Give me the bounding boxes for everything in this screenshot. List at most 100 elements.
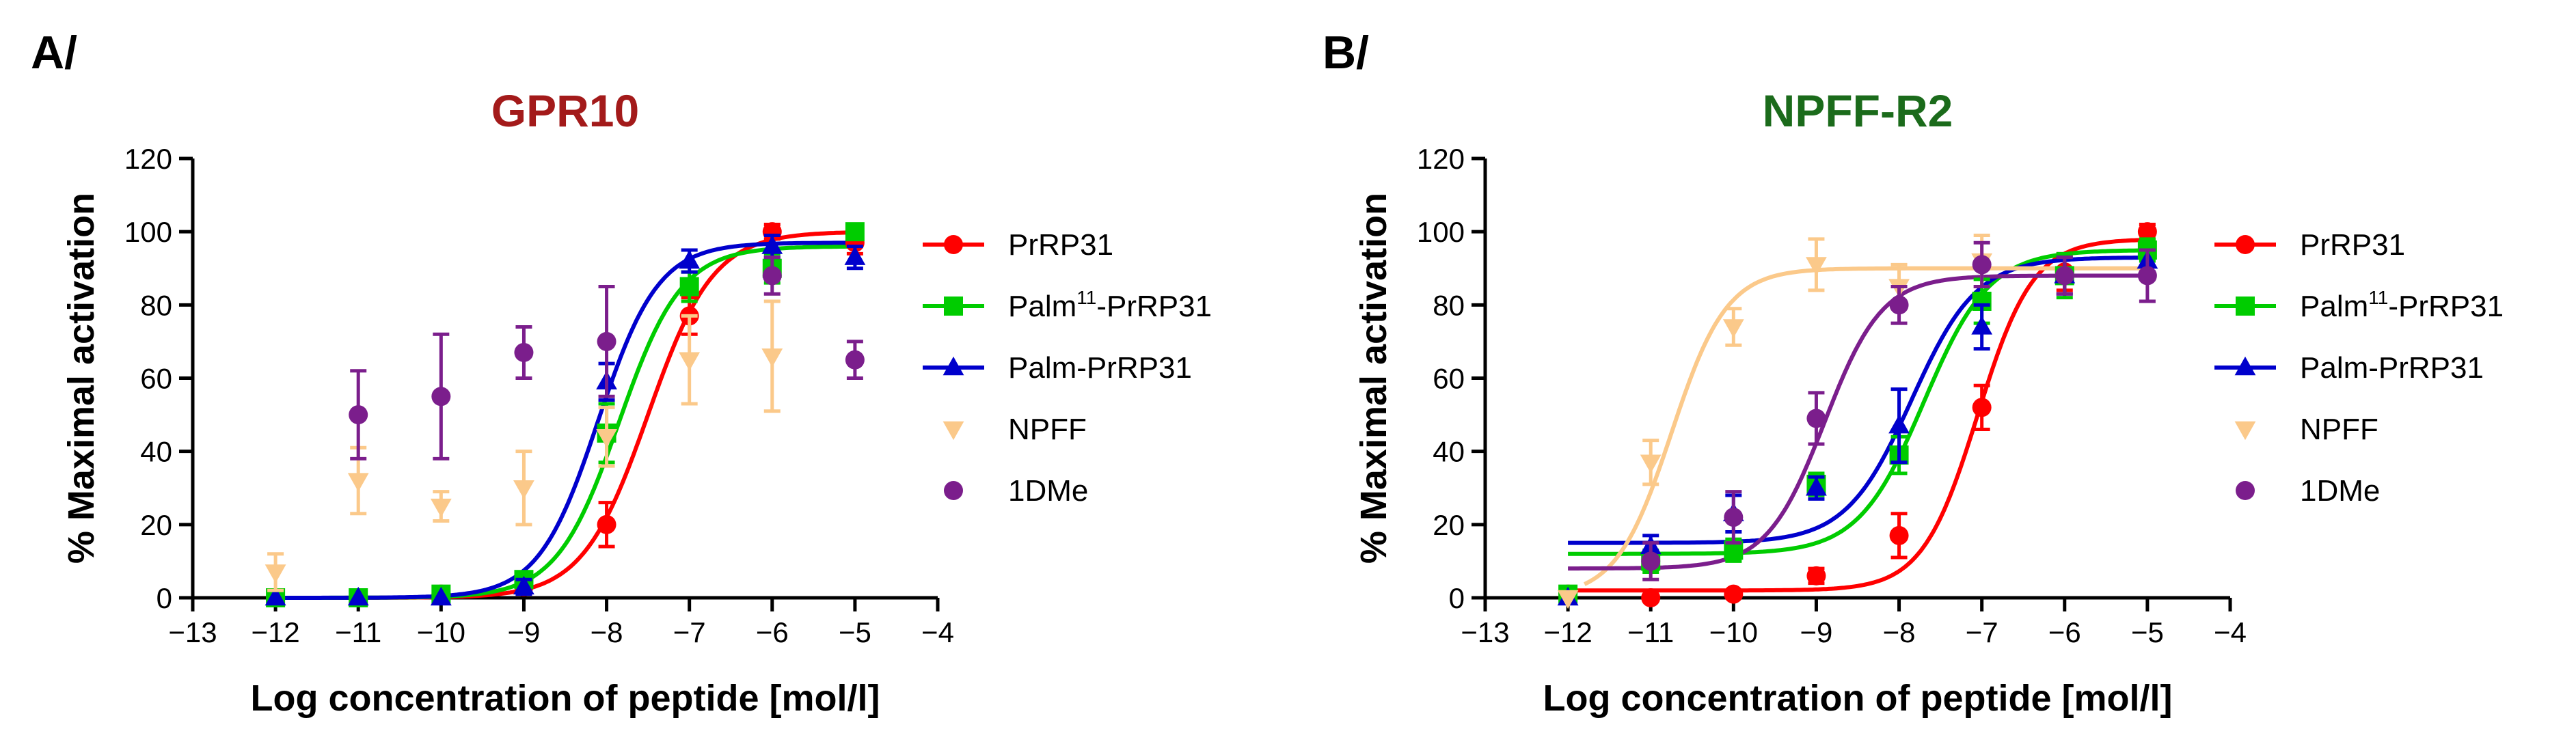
x-tick-label: −6 <box>2048 616 2081 648</box>
x-tick-label: −5 <box>839 616 871 648</box>
x-axis-label: Log concentration of peptide [mol/l] <box>1543 678 2173 719</box>
y-tick-label: 60 <box>1433 363 1465 395</box>
y-tick-label: 40 <box>1433 436 1465 468</box>
data-point-prrp31 <box>597 514 616 534</box>
data-point-palm-prrp31 <box>761 235 783 254</box>
x-tick-label: −8 <box>591 616 623 648</box>
data-point-palm-prrp31 <box>265 586 286 606</box>
x-tick-label: −13 <box>168 616 217 648</box>
data-point-1dme <box>845 350 865 370</box>
data-point-palm-prrp31 <box>1888 415 1910 434</box>
y-tick-label: 40 <box>140 436 172 468</box>
data-point-1dme <box>1641 551 1661 571</box>
y-tick-label: 100 <box>124 216 172 248</box>
chart-gpr10: GPR10 0 20 40 60 80 100 120 −13 −12 −11 −10 −9 −8 −7 −6… <box>61 85 1212 719</box>
legend-marker <box>944 297 963 316</box>
data-point-prrp31 <box>2137 222 2157 242</box>
data-point-prrp31 <box>1806 566 1826 585</box>
data-point-npff <box>1806 257 1827 276</box>
data-point-npff <box>347 473 369 492</box>
x-tick-label: −12 <box>251 616 299 648</box>
data-point-npff <box>761 348 783 368</box>
y-axis-label: % Maximal activation <box>61 193 102 564</box>
panel-label-a: A/ <box>31 27 77 79</box>
data-point-npff <box>265 564 286 583</box>
x-tick-label: −5 <box>2131 616 2164 648</box>
data-point-1dme <box>1889 295 1909 315</box>
data-point-npff <box>513 480 534 499</box>
x-tick-label: −10 <box>417 616 465 648</box>
y-tick-label: 80 <box>140 289 172 321</box>
chart-title: NPFF-R2 <box>1763 85 1953 136</box>
data-point-prrp31 <box>1724 584 1744 604</box>
legend-marker <box>2234 356 2256 376</box>
y-tick-label: 0 <box>1449 582 1465 614</box>
data-point-npff <box>1722 319 1744 338</box>
x-tick-label: −6 <box>756 616 789 648</box>
data-point-npff <box>1557 590 1579 609</box>
y-tick-label: 60 <box>140 363 172 395</box>
x-tick-label: −7 <box>1966 616 1998 648</box>
data-point-palm11-prrp31 <box>679 277 699 297</box>
data-point-palm-prrp31 <box>513 575 534 595</box>
y-axis-label: % Maximal activation <box>1353 193 1394 564</box>
legend-marker <box>943 356 964 376</box>
legend-label: Palm11-PrRP31 <box>2300 287 2504 323</box>
data-point-1dme <box>514 342 534 362</box>
legend-marker <box>944 235 963 254</box>
legend-label: 1DMe <box>2300 474 2380 508</box>
x-tick-label: −9 <box>1800 616 1832 648</box>
x-tick-label: −9 <box>507 616 540 648</box>
legend-label: Palm-PrRP31 <box>2300 351 2484 385</box>
data-point-1dme <box>2055 266 2074 286</box>
data-point-prrp31 <box>1641 588 1661 607</box>
x-tick-label: −10 <box>1709 616 1758 648</box>
fit-curve-npff <box>1583 266 2147 586</box>
x-tick-label: −13 <box>1461 616 1509 648</box>
y-tick-label: 80 <box>1433 289 1465 321</box>
x-tick-label: −4 <box>2214 616 2247 648</box>
data-point-palm-prrp31 <box>430 586 452 606</box>
legend-label: PrRP31 <box>1008 228 1113 262</box>
data-point-prrp31 <box>1889 525 1909 545</box>
x-tick-label: −4 <box>921 616 954 648</box>
y-tick-label: 100 <box>1417 216 1465 248</box>
data-point-1dme <box>762 266 782 286</box>
legend-label: Palm-PrRP31 <box>1008 351 1192 385</box>
x-tick-label: −11 <box>1627 616 1674 648</box>
y-tick-label: 0 <box>157 582 172 614</box>
data-point-palm-prrp31 <box>844 246 866 265</box>
legend-marker <box>2236 297 2255 316</box>
y-tick-label: 20 <box>140 509 172 541</box>
x-tick-label: −7 <box>673 616 706 648</box>
data-point-1dme <box>2137 266 2157 286</box>
legend-label: PrRP31 <box>2300 228 2405 262</box>
fit-curve-palm-prrp31 <box>275 240 855 600</box>
data-point-palm-prrp31 <box>347 586 369 606</box>
data-point-palm-prrp31 <box>1971 316 1993 335</box>
data-point-1dme <box>1724 508 1744 527</box>
legend-marker <box>944 481 963 500</box>
legend-label: NPFF <box>1008 413 1087 446</box>
legend-label: Palm11-PrRP31 <box>1008 287 1212 323</box>
data-point-npff <box>679 352 701 371</box>
data-point-1dme <box>1806 409 1826 428</box>
data-point-palm-prrp31 <box>1806 477 1827 496</box>
data-point-1dme <box>431 387 451 407</box>
chart-npff-r2: NPFF-R2 0 20 40 60 80 100 120 −13 −12 −11 −10 −9 −8 −7… <box>1353 85 2504 719</box>
data-point-1dme <box>597 331 616 351</box>
data-point-npff <box>430 498 452 518</box>
legend-marker <box>943 421 964 441</box>
data-point-palm-prrp31 <box>679 249 701 269</box>
legend-marker <box>2236 481 2255 500</box>
x-axis-label: Log concentration of peptide [mol/l] <box>251 678 880 719</box>
y-tick-label: 120 <box>1417 143 1465 175</box>
legend-label: 1DMe <box>1008 474 1088 508</box>
y-tick-label: 20 <box>1433 509 1465 541</box>
data-point-prrp31 <box>1972 398 1992 417</box>
x-tick-label: −11 <box>335 616 381 648</box>
legend-label: NPFF <box>2300 413 2378 446</box>
data-point-palm11-prrp31 <box>845 222 865 242</box>
x-tick-label: −8 <box>1883 616 1916 648</box>
